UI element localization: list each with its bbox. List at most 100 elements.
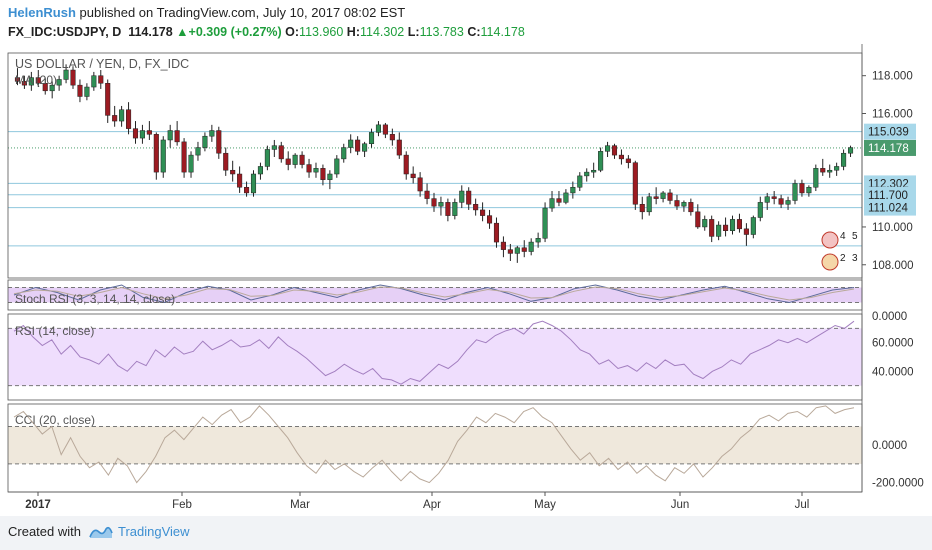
candle[interactable] <box>521 247 527 252</box>
candle[interactable] <box>112 115 118 122</box>
candle[interactable] <box>688 202 694 213</box>
candle[interactable] <box>84 86 90 97</box>
candle[interactable] <box>480 209 486 216</box>
candle[interactable] <box>126 109 132 129</box>
candle[interactable] <box>507 249 513 254</box>
candle[interactable] <box>382 124 388 135</box>
candle[interactable] <box>306 164 312 173</box>
candle[interactable] <box>556 198 562 203</box>
candle[interactable] <box>847 147 854 154</box>
candle[interactable] <box>278 145 284 160</box>
candle[interactable] <box>716 224 722 237</box>
candle[interactable] <box>625 158 631 163</box>
candle[interactable] <box>202 135 208 148</box>
candle[interactable] <box>653 196 659 199</box>
candle[interactable] <box>542 207 548 239</box>
candle[interactable] <box>119 109 125 122</box>
author-name[interactable]: HelenRush <box>8 5 76 20</box>
candle[interactable] <box>438 202 444 207</box>
candle[interactable] <box>570 186 576 194</box>
candle[interactable] <box>681 202 687 207</box>
candle[interactable] <box>14 77 21 82</box>
candle[interactable] <box>535 238 541 243</box>
candle[interactable] <box>403 154 409 175</box>
candle[interactable] <box>702 219 708 228</box>
candle[interactable] <box>63 69 69 80</box>
candle[interactable] <box>452 202 458 216</box>
candle[interactable] <box>160 139 166 173</box>
candle[interactable] <box>639 204 645 213</box>
candle[interactable] <box>195 147 201 156</box>
candle[interactable] <box>174 130 180 143</box>
candle[interactable] <box>181 141 187 173</box>
candle[interactable] <box>237 173 243 188</box>
candle[interactable] <box>785 200 791 205</box>
candle[interactable] <box>743 228 749 235</box>
candle[interactable] <box>736 219 742 230</box>
candle[interactable] <box>792 183 798 201</box>
candle[interactable] <box>362 143 368 152</box>
candle[interactable] <box>327 173 333 180</box>
candle[interactable] <box>459 190 465 203</box>
candle[interactable] <box>417 177 423 192</box>
candle[interactable] <box>646 196 652 213</box>
candle[interactable] <box>264 149 270 167</box>
candle[interactable] <box>139 130 145 139</box>
candle[interactable] <box>424 190 430 199</box>
candle[interactable] <box>341 147 347 160</box>
candle[interactable] <box>827 169 833 173</box>
candle[interactable] <box>105 83 111 116</box>
candle[interactable] <box>375 124 382 133</box>
candle[interactable] <box>528 241 534 252</box>
candle[interactable] <box>778 198 784 205</box>
candle[interactable] <box>709 219 715 237</box>
candle[interactable] <box>549 198 555 209</box>
candle[interactable] <box>466 190 472 205</box>
candle[interactable] <box>70 69 76 86</box>
candle[interactable] <box>493 222 500 243</box>
candle[interactable] <box>77 84 83 97</box>
candle[interactable] <box>723 224 729 231</box>
candle[interactable] <box>188 154 194 173</box>
candle[interactable] <box>813 168 819 188</box>
candle[interactable] <box>396 139 402 156</box>
candle[interactable] <box>146 130 152 135</box>
candle[interactable] <box>35 77 41 84</box>
candle[interactable] <box>56 79 62 86</box>
candle[interactable] <box>292 154 298 165</box>
candle[interactable] <box>209 130 215 137</box>
candle[interactable] <box>500 241 506 250</box>
candle[interactable] <box>764 196 770 203</box>
candle[interactable] <box>28 77 34 86</box>
chart-area[interactable]: 118.000 116.000 110.000 108.000 115.039 114.1… <box>0 44 932 514</box>
candle[interactable] <box>577 175 583 188</box>
candle[interactable] <box>285 158 291 165</box>
candle[interactable] <box>230 169 236 175</box>
candle[interactable] <box>223 152 229 171</box>
candle[interactable] <box>695 211 701 228</box>
candle[interactable] <box>660 192 666 199</box>
candle[interactable] <box>389 134 395 141</box>
candle[interactable] <box>771 196 777 199</box>
candle[interactable] <box>21 81 27 86</box>
candle[interactable] <box>431 198 437 207</box>
candle[interactable] <box>299 154 305 165</box>
candle[interactable] <box>132 128 139 139</box>
candle[interactable] <box>244 186 250 194</box>
candle[interactable] <box>598 151 604 171</box>
candle[interactable] <box>486 215 493 224</box>
candle[interactable] <box>91 75 97 88</box>
candle[interactable] <box>806 186 812 194</box>
candle[interactable] <box>313 168 319 173</box>
candle[interactable] <box>271 145 277 150</box>
candle[interactable] <box>473 204 479 211</box>
candle[interactable] <box>632 162 638 205</box>
candle[interactable] <box>410 173 416 179</box>
candle[interactable] <box>320 168 326 180</box>
candle[interactable] <box>618 154 624 160</box>
candle[interactable] <box>667 192 673 201</box>
candle[interactable] <box>605 145 611 152</box>
candle[interactable] <box>153 134 159 173</box>
candle[interactable] <box>216 130 222 154</box>
candle[interactable] <box>674 200 680 207</box>
